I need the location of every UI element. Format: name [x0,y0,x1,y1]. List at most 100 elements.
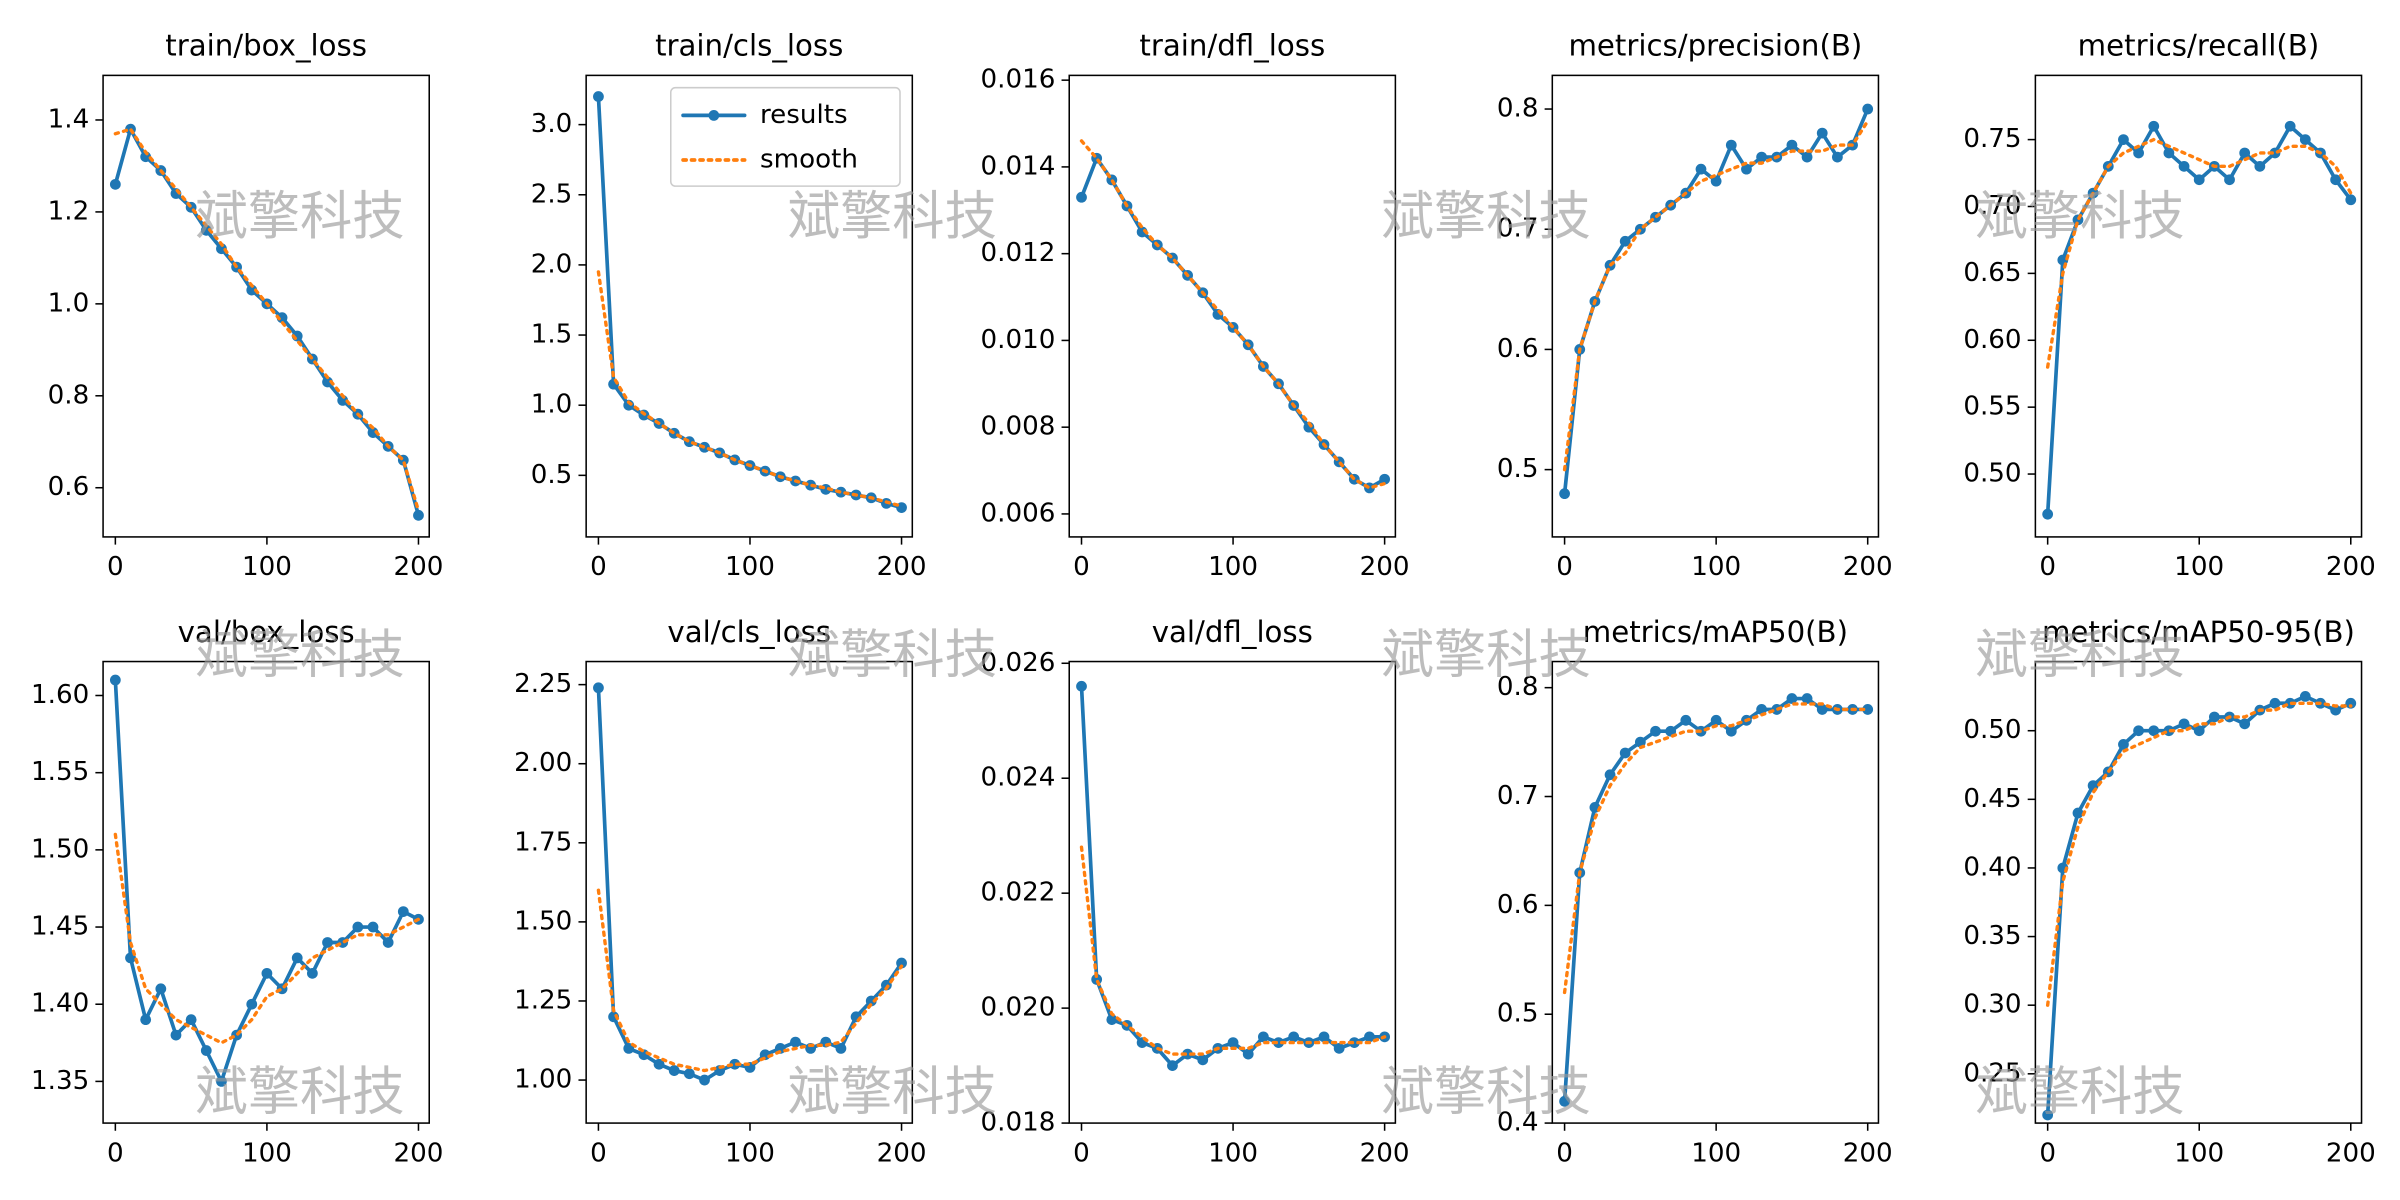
data-point [2148,120,2160,132]
data-point [109,674,121,686]
data-point [2042,508,2054,520]
data-point [367,921,379,933]
subplot: train/box_loss 0 100 200 0.6 0.8 1.0 1.2 1.4 [48,29,444,582]
data-point [683,1068,695,1080]
data-point [1333,1042,1345,1054]
plot-area [1076,139,1391,494]
subplot: train/cls_loss 0 100 200 0.5 1.0 1.5 2.0 2.5 3.0 r… [531,29,927,582]
data-point [200,224,212,236]
data-point [1862,103,1874,115]
y-tick-label: 2.5 [531,179,573,209]
y-tick-label: 1.00 [514,1065,572,1095]
watermark: 斌擎科技 [788,624,997,685]
x-tick-label: 100 [2174,1138,2224,1168]
data-point [881,979,892,991]
data-point [1650,725,1661,737]
y-tick-label: 2.00 [514,748,572,778]
watermark: 斌擎科技 [1975,186,2184,247]
y-tick-label: 1.40 [31,989,89,1019]
y-tick-label: 0.65 [1963,258,2021,288]
axes-frame [1551,74,1880,538]
axes-frame [585,74,914,538]
data-point [1106,1014,1118,1026]
data-point [2208,711,2220,723]
data-point [2118,134,2129,145]
data-point [2178,718,2190,730]
data-point [216,243,227,255]
y-tick-label: 0.006 [981,498,1056,528]
data-point [291,952,303,964]
data-point [367,427,379,438]
y-tick-label: 0.6 [48,472,90,502]
smooth-line [596,270,904,508]
subplot: metrics/recall(B) 0 100 200 0.50 0.55 0.60 0.65… [1963,29,2375,582]
data-point [1816,704,1828,715]
data-point [322,937,333,948]
subplot-title: metrics/recall(B) [2078,29,2320,63]
smooth-line [2045,701,2353,1007]
x-tick-label: 100 [725,1138,775,1168]
data-point [352,921,364,933]
y-tick-label: 1.45 [31,912,89,942]
watermark: 斌擎科技 [195,624,404,685]
watermark: 斌擎科技 [788,186,997,247]
data-point [155,983,167,995]
watermark: 斌擎科技 [195,1061,404,1122]
data-point [1816,127,1828,139]
data-point [109,178,121,190]
data-point [2330,174,2342,186]
data-point [1680,714,1692,726]
data-point [1227,1037,1239,1048]
x-tick-label: 100 [242,552,292,582]
y-tick-label: 0.40 [1963,852,2021,882]
data-point [1559,1095,1570,1107]
data-point [382,937,394,948]
data-point [1197,1054,1209,1066]
y-tick-label: 1.5 [531,320,573,350]
x-tick-label: 0 [1073,1138,1090,1168]
x-tick-label: 200 [1360,1138,1410,1168]
data-point [1741,163,1752,175]
x-tick-label: 0 [2039,1138,2056,1168]
y-tick-label: 0.5 [1497,454,1539,484]
y-tick-label: 0.022 [981,878,1056,908]
data-point [2072,807,2084,819]
data-point [1710,175,1722,187]
y-tick-label: 0.8 [48,380,90,410]
data-point [185,1014,197,1026]
data-point [1786,693,1798,704]
x-tick-label: 200 [877,1138,927,1168]
y-tick-label: 1.25 [514,985,572,1015]
x-tick-label: 100 [2174,552,2224,582]
x-tick-label: 200 [2326,552,2376,582]
subplot: val/cls_loss 0 100 200 1.00 1.25 1.50 1.75 2.00 2… [514,615,926,1169]
x-tick-label: 0 [1556,1138,1573,1168]
data-point [216,1076,227,1087]
data-point [593,91,604,102]
subplot-title: metrics/precision(B) [1568,29,1862,63]
data-point [246,998,258,1010]
watermark: 斌擎科技 [1975,1061,2184,1122]
data-point [1257,1031,1269,1043]
data-point [1695,163,1707,175]
y-tick-label: 0.7 [1497,781,1539,811]
x-tick-label: 200 [1843,552,1893,582]
data-point [261,967,273,979]
x-tick-label: 0 [1073,552,1090,582]
y-tick-label: 0.008 [981,412,1056,442]
y-tick-label: 0.8 [1497,672,1539,702]
y-tick-label: 1.2 [48,196,90,226]
data-point [2254,160,2266,172]
y-tick-label: 0.026 [981,648,1056,678]
x-tick-label: 200 [394,552,444,582]
plot-area [1559,693,1874,1107]
y-tick-label: 0.35 [1963,921,2021,951]
axes-frame [102,660,431,1124]
x-tick-label: 200 [1843,1138,1893,1168]
x-tick-label: 0 [590,552,607,582]
data-point [668,1065,680,1076]
smooth-line [1079,139,1387,490]
x-tick-label: 100 [1691,552,1741,582]
smooth-line [1562,119,1870,472]
subplot-title: val/box_loss [178,615,355,649]
